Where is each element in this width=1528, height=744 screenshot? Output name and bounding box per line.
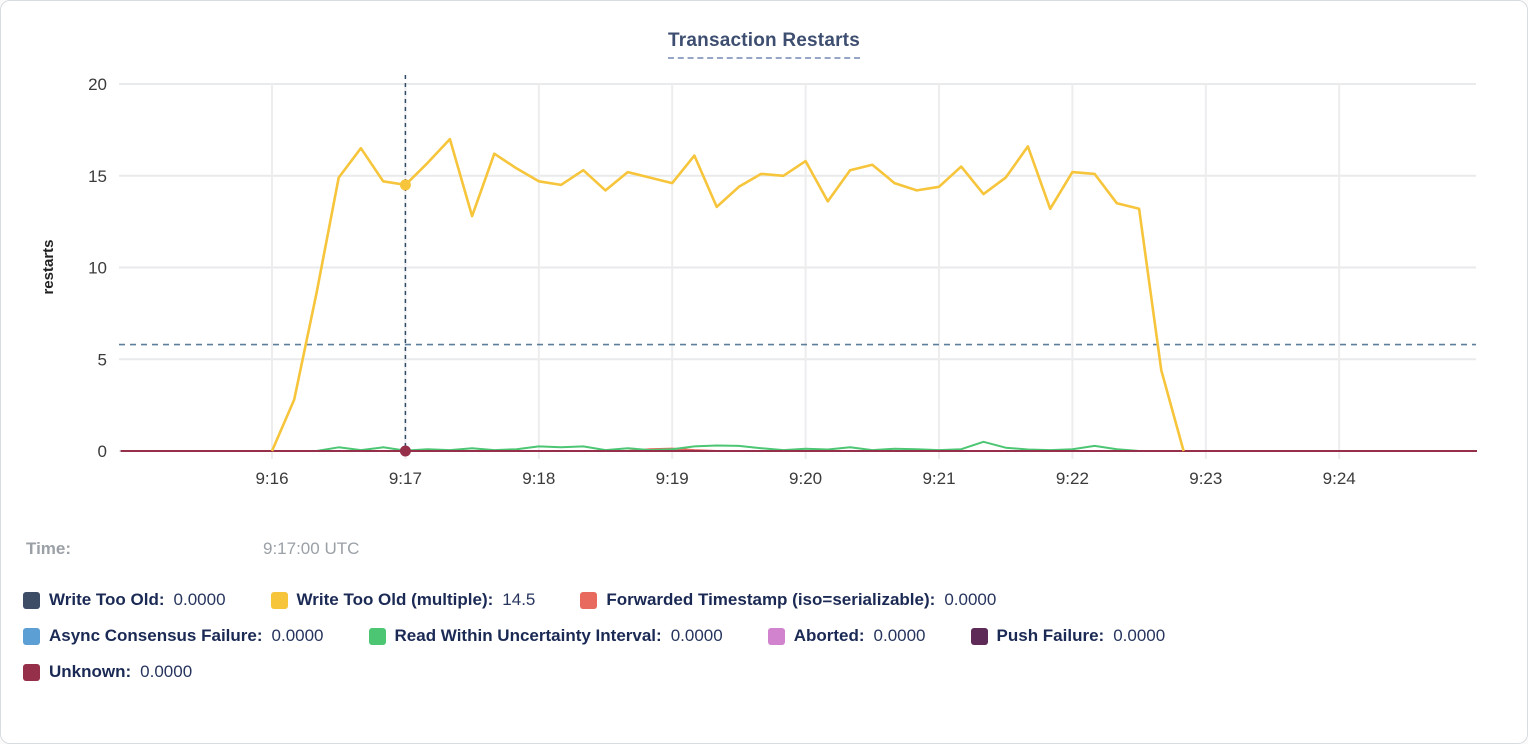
series-line bbox=[316, 440, 1140, 452]
legend: Write Too Old: 0.0000 Write Too Old (multi… bbox=[23, 590, 1507, 698]
legend-swatch bbox=[23, 663, 40, 681]
legend-value: 0.0000 bbox=[670, 626, 723, 645]
legend-label: Unknown: bbox=[49, 662, 132, 681]
y-tick-label: 0 bbox=[98, 442, 107, 461]
x-tick-label: 9:16 bbox=[255, 469, 288, 488]
chart-title-text[interactable]: Transaction Restarts bbox=[668, 30, 860, 59]
legend-item-push-failure[interactable]: Push Failure: 0.0000 bbox=[970, 626, 1166, 646]
legend-value: 0.0000 bbox=[873, 626, 926, 645]
legend-swatch bbox=[23, 591, 40, 609]
x-tick-label: 9:22 bbox=[1056, 469, 1089, 488]
legend-swatch bbox=[970, 627, 988, 645]
hover-dot bbox=[399, 179, 411, 191]
legend-item-write-too-old-multiple[interactable]: Write Too Old (multiple): 14.5 bbox=[270, 590, 536, 610]
time-value: 9:17:00 UTC bbox=[263, 539, 360, 558]
x-tick-label: 9:21 bbox=[922, 469, 955, 488]
legend-label: Write Too Old (multiple): bbox=[296, 590, 494, 609]
series-line bbox=[270, 137, 1185, 452]
x-tick-label: 9:24 bbox=[1323, 469, 1356, 488]
hover-time-row: Time: 9:17:00 UTC bbox=[26, 539, 359, 559]
legend-row: Unknown: 0.0000 bbox=[23, 662, 1507, 682]
legend-value: 0.0000 bbox=[173, 590, 226, 609]
legend-item-unknown[interactable]: Unknown: 0.0000 bbox=[23, 662, 192, 682]
legend-value: 0.0000 bbox=[944, 590, 997, 609]
legend-label: Read Within Uncertainty Interval: bbox=[394, 626, 662, 645]
y-axis-title: restarts bbox=[40, 239, 57, 294]
legend-value: 0.0000 bbox=[1113, 626, 1166, 645]
legend-value: 14.5 bbox=[502, 590, 536, 609]
legend-label: Aborted: bbox=[793, 626, 865, 645]
legend-row: Write Too Old: 0.0000 Write Too Old (multi… bbox=[23, 590, 1507, 610]
x-tick-label: 9:23 bbox=[1189, 469, 1222, 488]
y-tick-label: 20 bbox=[88, 75, 107, 94]
legend-swatch bbox=[23, 627, 40, 645]
legend-swatch bbox=[767, 627, 785, 645]
y-tick-label: 10 bbox=[88, 259, 107, 278]
legend-item-async-consensus-failure[interactable]: Async Consensus Failure: 0.0000 bbox=[23, 626, 324, 646]
legend-label: Async Consensus Failure: bbox=[49, 626, 263, 645]
y-tick-label: 15 bbox=[88, 167, 107, 186]
legend-item-write-too-old[interactable]: Write Too Old: 0.0000 bbox=[23, 590, 226, 610]
x-tick-label: 9:19 bbox=[656, 469, 689, 488]
legend-swatch bbox=[270, 591, 288, 609]
legend-swatch bbox=[368, 627, 386, 645]
legend-label: Push Failure: bbox=[996, 626, 1105, 645]
x-tick-label: 9:20 bbox=[789, 469, 822, 488]
y-tick-label: 5 bbox=[98, 350, 107, 369]
legend-item-forwarded-timestamp-iso-serializable[interactable]: Forwarded Timestamp (iso=serializable): 0… bbox=[580, 590, 996, 610]
chart-svg[interactable]: 0 5 10 15 20 9:16 9:17 9:18 9:19 9:20 9:21 9:22 9:23… bbox=[1, 1, 1528, 506]
legend-swatch bbox=[580, 591, 598, 609]
x-tick-label: 9:18 bbox=[522, 469, 555, 488]
legend-row: Async Consensus Failure: 0.0000 Read Withi… bbox=[23, 626, 1507, 646]
x-tick-label: 9:17 bbox=[389, 469, 422, 488]
legend-value: 0.0000 bbox=[140, 662, 193, 681]
time-label: Time: bbox=[26, 539, 72, 558]
chart-title: Transaction Restarts bbox=[1, 30, 1527, 59]
legend-item-aborted[interactable]: Aborted: 0.0000 bbox=[767, 626, 926, 646]
legend-value: 0.0000 bbox=[271, 626, 324, 645]
hover-dot bbox=[399, 445, 411, 457]
legend-item-read-within-uncertainty-interval[interactable]: Read Within Uncertainty Interval: 0.0000 bbox=[368, 626, 723, 646]
legend-label: Forwarded Timestamp (iso=serializable): bbox=[606, 590, 936, 609]
legend-label: Write Too Old: bbox=[49, 590, 165, 609]
